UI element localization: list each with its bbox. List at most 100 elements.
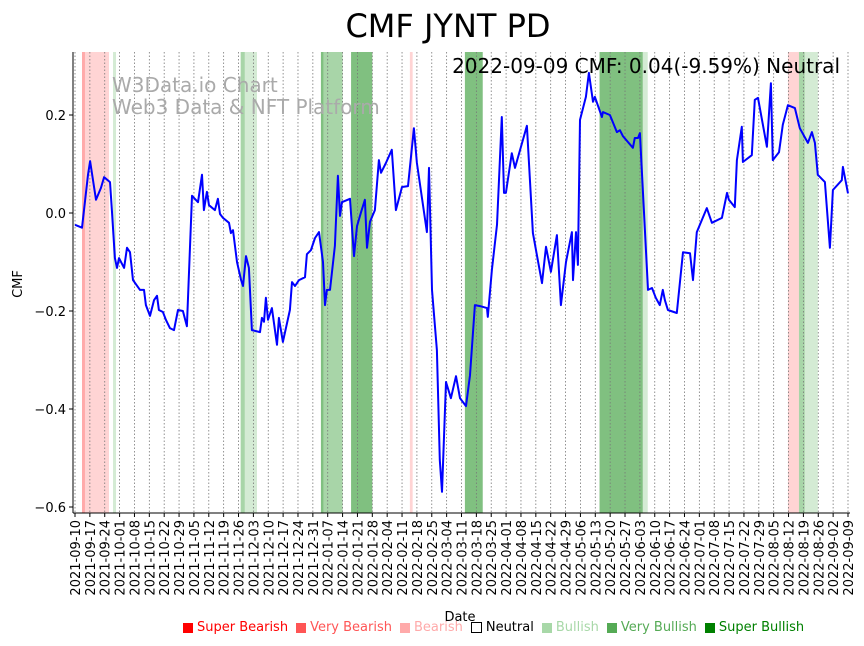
y-tick-label: −0.2: [34, 305, 66, 320]
x-tick-label: 2022-05-13: [589, 520, 604, 596]
signal-band-very_bullish: [464, 52, 483, 513]
x-tick-label: 2022-03-11: [456, 520, 471, 596]
signal-band-bullish: [642, 52, 648, 513]
legend-label: Neutral: [485, 620, 534, 635]
x-tick-label: 2021-11-19: [218, 520, 233, 596]
signal-band-bullish: [244, 52, 257, 513]
x-tick-label: 2022-03-04: [441, 520, 456, 596]
x-tick-label: 2021-11-12: [203, 520, 218, 596]
legend-item-very-bullish: Very Bullish: [606, 620, 697, 635]
x-tick-label: 2021-09-24: [99, 520, 114, 596]
x-tick-label: 2021-12-03: [247, 520, 262, 596]
legend-item-super-bullish: Super Bullish: [704, 620, 805, 635]
x-tick-label: 2022-04-08: [515, 520, 530, 596]
y-axis-label: CMF: [11, 270, 26, 298]
x-tick-label: 2022-06-17: [664, 520, 679, 596]
x-tick-label: 2022-09-09: [842, 520, 857, 596]
x-tick-label: 2021-09-17: [84, 520, 99, 596]
x-tick-label: 2022-08-26: [812, 520, 827, 596]
legend-item-bullish: Bullish: [541, 620, 599, 635]
x-tick-label: 2022-09-02: [827, 520, 842, 596]
x-tick-label: 2021-10-01: [114, 520, 129, 596]
legend-swatch: [704, 622, 715, 633]
legend-swatch: [296, 622, 307, 633]
legend-swatch: [606, 622, 617, 633]
y-tick-label: −0.6: [34, 501, 66, 516]
x-tick-label: 2021-11-26: [233, 520, 248, 596]
x-tick-label: 2022-06-24: [678, 520, 693, 596]
legend-item-neutral: Neutral: [470, 620, 534, 635]
legend-swatch: [183, 622, 193, 633]
x-tick-label: 2022-02-04: [381, 520, 396, 596]
watermark-line-2: Web3 Data & NFT Platform: [112, 95, 380, 119]
x-tick-label: 2022-08-12: [783, 520, 798, 596]
x-tick-label: 2022-06-10: [649, 520, 664, 596]
x-tick-label: 2021-10-29: [173, 520, 188, 596]
legend-label: Very Bullish: [620, 620, 697, 635]
signal-band-very_bullish_light: [798, 52, 805, 513]
x-tick-label: 2022-04-01: [500, 520, 515, 596]
x-tick-label: 2022-03-18: [470, 520, 485, 596]
x-tick-label: 2022-03-25: [485, 520, 500, 596]
x-tick-label: 2021-10-08: [128, 520, 143, 596]
watermark-line-1: W3Data.io Chart: [112, 73, 278, 97]
x-axis-label: Date: [444, 610, 475, 625]
x-tick-label: 2022-02-11: [396, 520, 411, 596]
info-readout: 2022-09-09 CMF: 0.04(-9.59%) Neutral: [452, 54, 840, 78]
x-tick-label: 2022-07-01: [693, 520, 708, 596]
x-tick-label: 2022-02-25: [426, 520, 441, 596]
signal-band-bearish: [84, 52, 109, 513]
y-tick-label: 0.0: [45, 207, 66, 222]
x-tick-label: 2022-07-08: [708, 520, 723, 596]
signal-band-bearish: [409, 52, 413, 513]
x-tick-label: 2022-01-28: [366, 520, 381, 596]
signal-band-very_bullish_light: [323, 52, 343, 513]
legend-label: Super Bullish: [718, 620, 805, 635]
legend-swatch: [541, 622, 552, 633]
signal-band-very_bullish: [351, 52, 373, 513]
y-tick-label: 0.2: [45, 109, 66, 124]
x-tick-label: 2022-07-29: [753, 520, 768, 596]
cmf-series-line: [74, 71, 849, 493]
legend-label: Bullish: [555, 620, 599, 635]
x-tick-label: 2022-04-29: [560, 520, 575, 596]
x-tick-label: 2022-05-06: [574, 520, 589, 596]
x-tick-label: 2021-11-05: [188, 520, 203, 596]
signal-band-bullish: [804, 52, 818, 513]
signal-band-bullish: [113, 52, 116, 513]
signal-band-bearish: [787, 52, 799, 513]
x-tick-label: 2022-05-20: [604, 520, 619, 596]
x-tick-label: 2022-04-22: [545, 520, 560, 596]
legend-item-super-bearish: Super Bearish: [183, 620, 288, 635]
legend-label: Bearish: [413, 620, 463, 635]
signal-band-very_bearish: [82, 52, 85, 513]
legend-label: Very Bearish: [310, 620, 392, 635]
legend-label: Super Bearish: [197, 620, 289, 635]
x-tick-label: 2021-09-10: [69, 520, 84, 596]
legend-swatch: [470, 622, 482, 633]
x-tick-label: 2021-12-10: [262, 520, 277, 596]
x-tick-label: 2021-12-31: [307, 520, 322, 596]
x-tick-label: 2022-08-19: [797, 520, 812, 596]
x-tick-label: 2022-04-15: [530, 520, 545, 596]
legend-item-bearish: Bearish: [399, 620, 463, 635]
x-tick-label: 2021-10-15: [143, 520, 158, 596]
legend-swatch: [399, 622, 410, 633]
x-tick-label: 2022-08-05: [768, 520, 783, 596]
x-tick-label: 2022-02-18: [411, 520, 426, 596]
x-tick-label: 2022-06-03: [634, 520, 649, 596]
legend: Super Bearish Very Bearish Bearish Neutral B…: [183, 620, 812, 635]
x-tick-label: 2021-12-17: [277, 520, 292, 596]
x-tick-label: 2022-01-14: [337, 520, 352, 596]
signal-band-very_bullish: [320, 52, 324, 513]
legend-item-very-bearish: Very Bearish: [296, 620, 392, 635]
signal-band-very_bullish: [599, 52, 643, 513]
x-tick-label: 2022-01-21: [351, 520, 366, 596]
x-tick-label: 2021-12-24: [292, 520, 307, 596]
x-tick-label: 2022-05-27: [619, 520, 634, 596]
x-tick-label: 2022-07-22: [738, 520, 753, 596]
y-tick-label: −0.4: [34, 403, 66, 418]
chart-title: CMF JYNT PD: [345, 7, 550, 45]
